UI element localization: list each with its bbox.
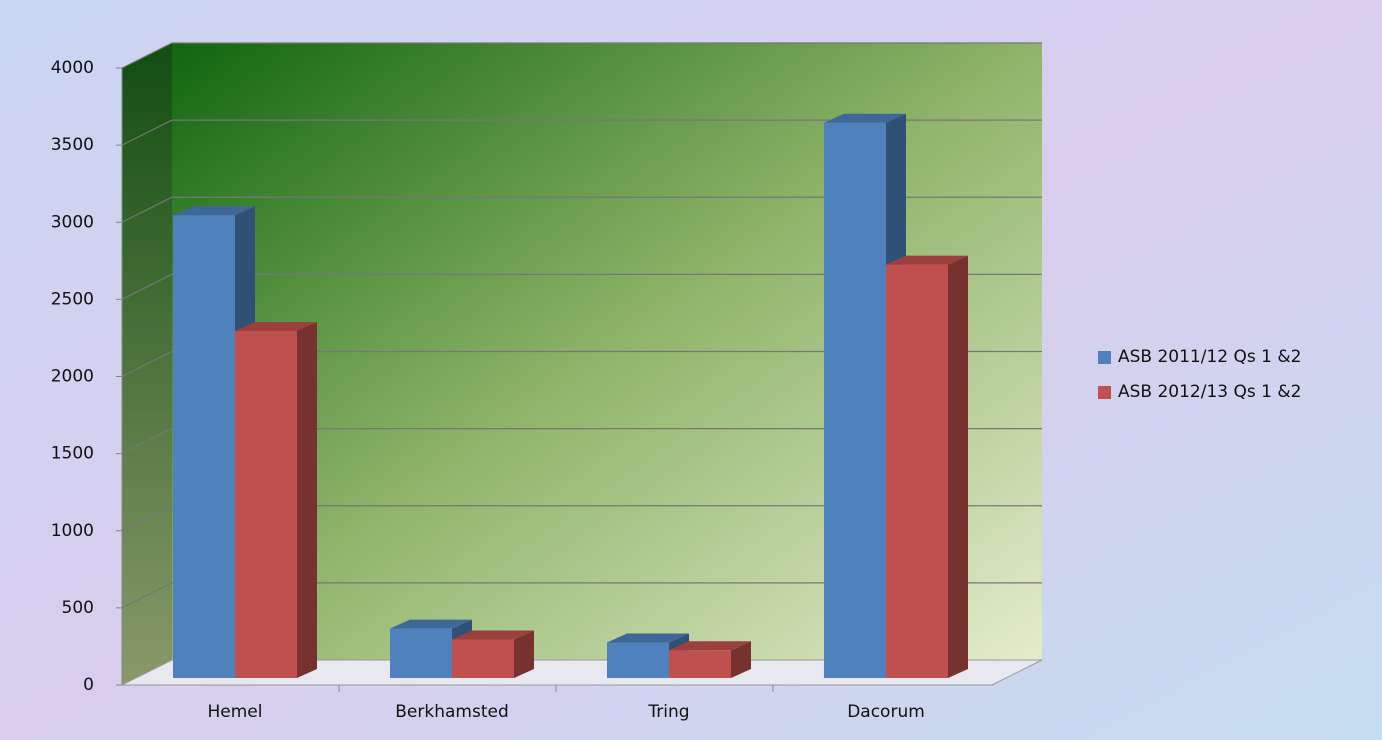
floor: [121, 659, 1043, 686]
x-tick-label: Tring: [647, 702, 689, 722]
bar-side: [514, 630, 534, 678]
legend-swatch: [1098, 351, 1111, 364]
bar: [824, 122, 886, 678]
y-tick-label: 1000: [51, 521, 94, 541]
y-tick-label: 500: [62, 598, 94, 618]
legend-label: ASB 2011/12 Qs 1 &2: [1118, 347, 1301, 367]
grid-line: [121, 196, 1042, 223]
bar-top: [607, 633, 689, 643]
grid-line: [121, 119, 1042, 146]
grid-line: [121, 273, 1042, 300]
bar: [886, 264, 948, 678]
bar-side: [731, 641, 751, 678]
bar-side: [948, 255, 968, 679]
bar: [452, 639, 514, 678]
x-tick-label: Berkhamsted: [395, 702, 508, 722]
bar: [607, 642, 669, 678]
x-tick-label: Dacorum: [847, 702, 925, 722]
legend-label: ASB 2012/13 Qs 1 &2: [1118, 382, 1301, 402]
bar-top: [669, 641, 751, 651]
bar-top: [452, 630, 534, 640]
y-tick-label: 2000: [51, 367, 94, 387]
y-tick-label: 3000: [51, 212, 94, 232]
grid-line: [121, 42, 1042, 69]
grid-line: [121, 428, 1042, 455]
bar: [669, 650, 731, 678]
y-tick-label: 3500: [51, 135, 94, 155]
bar-top: [824, 113, 906, 123]
bar-top: [173, 206, 255, 216]
y-tick-label: 0: [83, 675, 94, 695]
bar-side: [297, 321, 317, 678]
y-tick-label: 4000: [51, 58, 94, 78]
bar: [173, 215, 235, 678]
grid-line: [121, 582, 1042, 609]
y-tick-label: 1500: [51, 444, 94, 464]
bar: [390, 628, 452, 678]
bar: [235, 330, 297, 678]
grid-line: [121, 505, 1042, 532]
legend-swatch: [1098, 386, 1111, 399]
grid-line: [121, 350, 1042, 378]
y-tick-label: 2500: [51, 289, 94, 309]
bar-top: [235, 321, 317, 331]
bar-top: [390, 619, 472, 629]
x-tick-label: Hemel: [208, 702, 263, 722]
bar-top: [886, 255, 968, 265]
